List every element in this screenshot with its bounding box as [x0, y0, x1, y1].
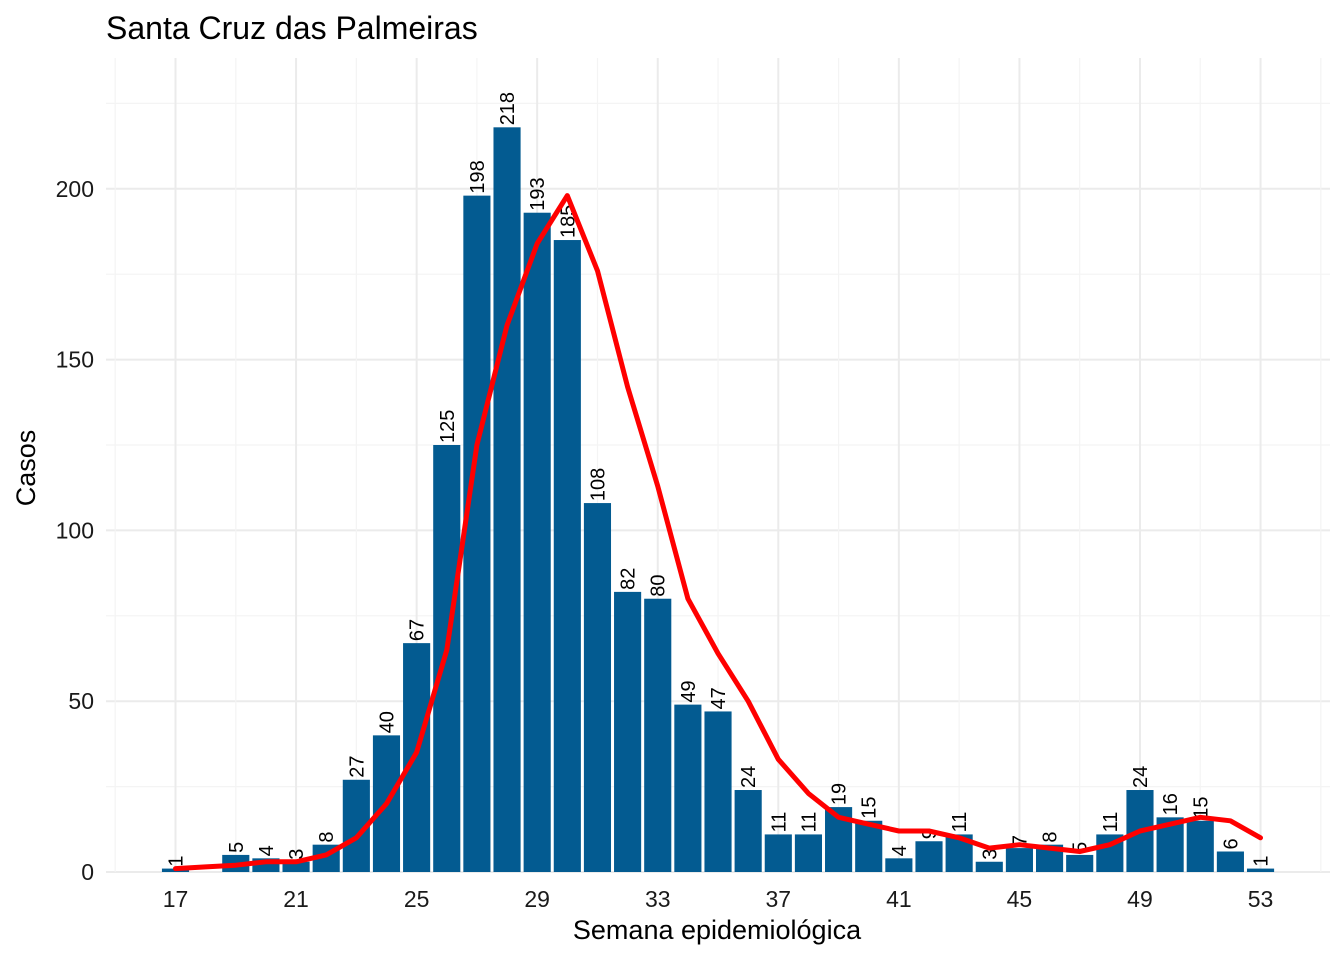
- bar: [614, 591, 642, 872]
- x-axis-title: Semana epidemiológica: [573, 915, 862, 945]
- bar: [1186, 820, 1214, 872]
- bar-value-label: 4: [256, 845, 278, 856]
- bar-value-label: 24: [1130, 766, 1152, 788]
- y-tick-label: 150: [56, 347, 94, 373]
- x-tick-label: 45: [1007, 886, 1033, 912]
- bars: [161, 127, 1275, 873]
- bar-value-label: 3: [979, 849, 1001, 860]
- bar: [523, 212, 551, 872]
- bar-value-label: 11: [768, 812, 790, 833]
- bar-value-label: 15: [859, 797, 881, 819]
- bar-value-label: 11: [1100, 812, 1122, 833]
- bar-value-label: 218: [497, 92, 519, 125]
- chart-title: Santa Cruz das Palmeiras: [106, 10, 478, 46]
- x-axis-ticks: 17 21 25 29 33 37 41 45 49 53: [163, 886, 1274, 912]
- y-tick-label: 0: [81, 859, 94, 885]
- bar: [1005, 848, 1033, 872]
- bar-value-label: 11: [798, 812, 820, 833]
- bar: [1066, 854, 1094, 872]
- bar-value-label: 3: [286, 849, 308, 860]
- x-tick-label: 17: [163, 886, 189, 912]
- bar-value-label: 47: [708, 687, 730, 709]
- bar: [764, 834, 792, 872]
- x-tick-label: 25: [404, 886, 430, 912]
- bar-value-label: 125: [437, 410, 459, 443]
- bar: [403, 643, 431, 872]
- bar-value-label: 15: [1190, 797, 1212, 819]
- bar: [553, 240, 581, 873]
- bar-value-label: 1: [1251, 855, 1273, 866]
- bar-value-label: 80: [648, 574, 670, 596]
- bar: [885, 858, 913, 872]
- bar-value-label: 67: [407, 619, 429, 641]
- trend-line: [173, 193, 1263, 872]
- bar: [794, 834, 823, 872]
- bar-value-label: 82: [618, 568, 640, 590]
- y-tick-label: 100: [56, 517, 94, 543]
- bar: [674, 704, 702, 872]
- bar-value-label: 108: [587, 468, 609, 501]
- bar-value-label: 16: [1160, 793, 1182, 815]
- x-tick-label: 41: [886, 886, 912, 912]
- bar: [463, 195, 491, 872]
- bar: [493, 127, 521, 872]
- bar-value-label: 1: [166, 855, 188, 866]
- bar: [915, 841, 943, 872]
- bar-value-label: 6: [1220, 838, 1242, 849]
- x-tick-label: 53: [1248, 886, 1274, 912]
- x-tick-label: 37: [766, 886, 792, 912]
- bar-value-label: 8: [1040, 832, 1062, 843]
- y-tick-label: 200: [56, 176, 94, 202]
- bar-value-label: 49: [678, 680, 700, 702]
- bar-value-label: 11: [949, 812, 971, 833]
- bar-value-label: 198: [467, 160, 489, 193]
- bar-value-label: 40: [376, 711, 398, 733]
- bar: [644, 598, 672, 872]
- bar-value-label: 24: [738, 766, 760, 788]
- y-axis-title: Casos: [11, 430, 41, 507]
- grid: [106, 58, 1330, 873]
- bar-value-label: 4: [889, 845, 911, 856]
- x-tick-label: 49: [1127, 886, 1153, 912]
- bar: [734, 790, 762, 872]
- bar: [855, 820, 883, 872]
- x-tick-label: 33: [645, 886, 671, 912]
- bar: [1216, 851, 1244, 872]
- bar-value-label: 5: [1070, 842, 1092, 853]
- x-tick-label: 29: [524, 886, 550, 912]
- bar: [583, 503, 612, 872]
- bar: [1246, 868, 1275, 872]
- bar: [282, 861, 310, 872]
- bar-value-label: 7: [1009, 835, 1031, 846]
- y-tick-label: 50: [68, 688, 94, 714]
- bar-value-label: 8: [316, 832, 338, 843]
- x-tick-label: 21: [283, 886, 309, 912]
- bar: [975, 861, 1003, 872]
- bar-value-label: 5: [226, 842, 248, 853]
- bar-value-label: 27: [346, 756, 368, 778]
- bar-value-label: 193: [527, 177, 549, 210]
- bar-value-label: 19: [829, 783, 851, 805]
- bar: [704, 711, 732, 872]
- y-axis-ticks: 0 50 100 150 200: [56, 176, 94, 885]
